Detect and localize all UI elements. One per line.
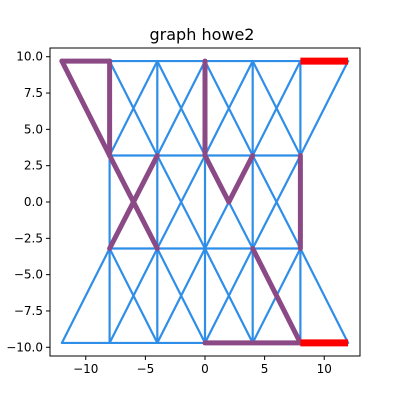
- highlight-layer: [300, 57, 349, 347]
- graph-edge-17: [156, 59, 207, 157]
- graph-edge-16: [203, 59, 254, 157]
- graph-edge-33: [203, 247, 254, 345]
- y-axis: 10.0 7.5 5.0 2.5 0.0 −2.5 −5.0 −7.5 −10.0: [6, 50, 50, 354]
- x-tick-label: 10: [317, 362, 332, 376]
- graph-edge-14: [299, 59, 350, 157]
- y-tick-label: 5.0: [24, 122, 43, 136]
- graph-edge-15: [251, 59, 302, 157]
- graph-edge-27: [60, 247, 111, 345]
- x-axis: −10 −5 0 5 10: [73, 356, 332, 376]
- x-tick-label: −5: [137, 362, 155, 376]
- x-tick-label: 0: [201, 362, 209, 376]
- path-edge-7: [226, 153, 256, 205]
- path-edge-4: [107, 153, 160, 251]
- graph-edge-29: [108, 247, 159, 345]
- graph-edge-18: [108, 59, 159, 157]
- path-edge-9: [250, 245, 303, 346]
- chart-title: graph howe2: [150, 25, 255, 44]
- y-tick-label: 2.5: [24, 159, 43, 173]
- y-tick-label: −5.0: [14, 268, 43, 282]
- graph-edge-36: [299, 247, 350, 345]
- y-tick-label: 10.0: [16, 50, 43, 64]
- x-tick-label: −10: [73, 362, 98, 376]
- graph-edge-31: [156, 247, 207, 345]
- path-layer: [59, 58, 303, 346]
- y-tick-label: −2.5: [14, 231, 43, 245]
- graph-edge-26: [251, 154, 302, 250]
- y-tick-label: 7.5: [24, 86, 43, 100]
- graph-edge-24: [156, 154, 207, 250]
- y-tick-label: −7.5: [14, 304, 43, 318]
- path-edge-1: [59, 58, 113, 159]
- y-tick-label: −10.0: [6, 340, 43, 354]
- plot-area: [59, 57, 350, 347]
- path-edge-6: [202, 153, 232, 205]
- x-tick-label: 5: [261, 362, 269, 376]
- y-tick-label: 0.0: [24, 195, 43, 209]
